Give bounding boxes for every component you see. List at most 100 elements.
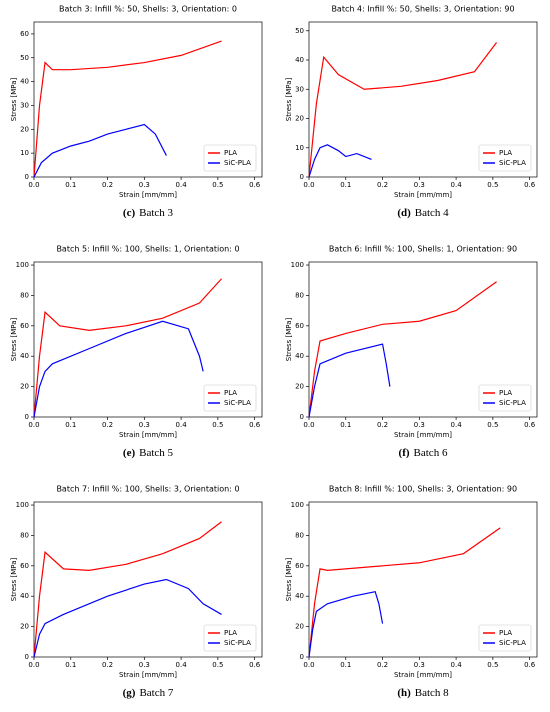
- caption-text: Batch 6: [414, 447, 448, 459]
- data-line: [33, 521, 222, 658]
- y-tick-label: 30: [20, 101, 29, 109]
- y-tick-label: 50: [295, 27, 304, 35]
- y-tick-label: 80: [20, 291, 29, 299]
- caption-text: Batch 5: [139, 447, 173, 459]
- chart-panel: Batch 3: Infill %: 50, Shells: 3, Orient…: [10, 5, 263, 219]
- x-tick-label: 0.0: [28, 421, 39, 429]
- y-axis-label: Stress [MPa]: [285, 558, 293, 602]
- y-tick-label: 40: [20, 78, 29, 86]
- y-tick-label: 60: [20, 562, 29, 570]
- data-line: [33, 40, 222, 178]
- legend-label: PLA: [224, 389, 237, 397]
- y-tick-label: 40: [295, 592, 304, 600]
- data-line: [33, 278, 222, 418]
- y-tick-label: 80: [20, 531, 29, 539]
- caption: (c) Batch 3: [123, 207, 174, 219]
- x-axis-label: Strain [mm/mm]: [394, 671, 452, 679]
- x-tick-label: 0.3: [414, 421, 425, 429]
- x-tick-label: 0.1: [340, 421, 351, 429]
- caption: (d) Batch 4: [397, 207, 449, 219]
- caption-label: (e): [123, 447, 136, 459]
- caption-label: (f): [399, 447, 410, 459]
- x-tick-label: 0.0: [303, 661, 314, 669]
- x-tick-label: 0.6: [249, 421, 261, 429]
- legend-box: [478, 384, 532, 412]
- x-tick-label: 0.3: [139, 421, 150, 429]
- y-tick-label: 100: [16, 501, 29, 509]
- y-axis-label: Stress [MPa]: [285, 318, 293, 362]
- legend-label: SiC-PLA: [224, 159, 251, 167]
- chart-title: Batch 6: Infill %: 100, Shells: 1, Orien…: [329, 245, 517, 254]
- x-tick-label: 0.4: [451, 421, 463, 429]
- chart-title: Batch 4: Infill %: 50, Shells: 3, Orient…: [331, 5, 514, 14]
- x-tick-label: 0.1: [340, 661, 351, 669]
- data-line: [308, 42, 498, 178]
- legend-box: [478, 624, 532, 652]
- x-tick-label: 0.6: [249, 181, 261, 189]
- y-tick-label: 80: [295, 531, 304, 539]
- x-tick-label: 0.6: [249, 661, 261, 669]
- y-tick-label: 50: [20, 54, 29, 62]
- y-tick-label: 0: [25, 653, 29, 661]
- legend-label: SiC-PLA: [224, 639, 251, 647]
- x-tick-label: 0.5: [212, 181, 223, 189]
- x-tick-label: 0.2: [377, 181, 388, 189]
- x-axis-label: Strain [mm/mm]: [119, 191, 177, 199]
- y-tick-label: 10: [20, 149, 29, 157]
- legend-label: SiC-PLA: [499, 159, 526, 167]
- plot-frame: [308, 501, 538, 658]
- y-tick-label: 40: [295, 352, 304, 360]
- y-axis-label: Stress [MPa]: [285, 78, 293, 122]
- caption: (g) Batch 7: [123, 687, 174, 699]
- x-tick-label: 0.0: [303, 181, 314, 189]
- caption-label: (g): [123, 687, 136, 699]
- chart-panel: Batch 7: Infill %: 100, Shells: 3, Orien…: [10, 485, 263, 699]
- caption: (e) Batch 5: [123, 447, 174, 459]
- x-tick-label: 0.4: [176, 661, 188, 669]
- x-tick-label: 0.2: [102, 181, 113, 189]
- x-tick-label: 0.4: [451, 181, 463, 189]
- y-axis-label: Stress [MPa]: [10, 558, 18, 602]
- y-tick-label: 0: [300, 413, 304, 421]
- data-line: [33, 123, 167, 178]
- x-tick-label: 0.0: [303, 421, 314, 429]
- y-tick-label: 30: [295, 85, 304, 93]
- caption-label: (d): [397, 207, 411, 219]
- y-tick-label: 80: [295, 291, 304, 299]
- x-axis-label: Strain [mm/mm]: [394, 431, 452, 439]
- chart-panel: Batch 4: Infill %: 50, Shells: 3, Orient…: [285, 5, 538, 219]
- y-tick-label: 20: [20, 125, 29, 133]
- y-tick-label: 60: [20, 322, 29, 330]
- plot-frame: [308, 261, 538, 418]
- x-tick-label: 0.0: [28, 661, 39, 669]
- data-line: [308, 144, 372, 178]
- x-tick-label: 0.3: [414, 661, 425, 669]
- y-tick-label: 100: [16, 261, 29, 269]
- legend-label: SiC-PLA: [224, 399, 251, 407]
- x-tick-label: 0.3: [139, 661, 150, 669]
- x-tick-label: 0.5: [212, 421, 223, 429]
- caption: (h) Batch 8: [397, 687, 449, 699]
- x-tick-label: 0.2: [377, 421, 388, 429]
- y-tick-label: 10: [295, 144, 304, 152]
- caption-label: (c): [123, 207, 136, 219]
- plot-frame: [33, 501, 263, 658]
- data-line: [308, 281, 497, 418]
- x-tick-label: 0.1: [340, 181, 351, 189]
- chart-panel: Batch 6: Infill %: 100, Shells: 1, Orien…: [285, 245, 538, 459]
- caption-text: Batch 8: [415, 687, 449, 699]
- x-axis-label: Strain [mm/mm]: [119, 671, 177, 679]
- x-tick-label: 0.5: [487, 661, 498, 669]
- legend-box: [203, 144, 257, 172]
- y-tick-label: 0: [25, 173, 29, 181]
- chart-panel: Batch 8: Infill %: 100, Shells: 3, Orien…: [285, 485, 538, 699]
- data-line: [308, 527, 501, 658]
- x-tick-label: 0.5: [487, 421, 498, 429]
- x-tick-label: 0.1: [65, 421, 76, 429]
- y-tick-label: 0: [300, 173, 304, 181]
- x-tick-label: 0.0: [28, 181, 39, 189]
- caption-label: (h): [397, 687, 411, 699]
- y-tick-label: 20: [295, 115, 304, 123]
- legend-label: PLA: [499, 149, 512, 157]
